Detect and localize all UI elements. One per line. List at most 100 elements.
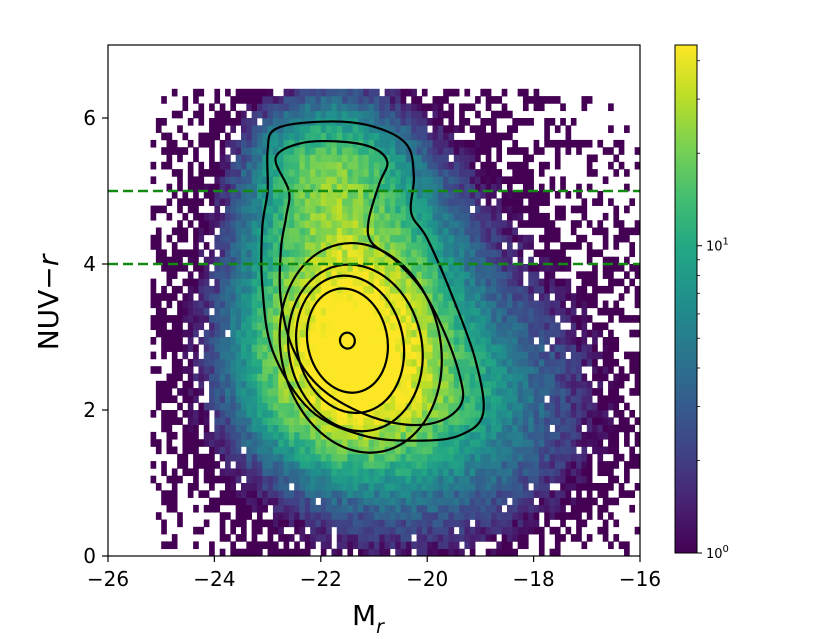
heatmap-cell bbox=[491, 234, 497, 243]
heatmap-cell bbox=[251, 300, 258, 309]
heatmap-cell bbox=[283, 388, 290, 396]
heatmap-cell bbox=[565, 446, 572, 455]
heatmap-cell bbox=[618, 395, 625, 404]
heatmap-cell bbox=[459, 161, 465, 170]
heatmap-cell bbox=[235, 373, 242, 382]
heatmap-cell bbox=[395, 388, 401, 396]
heatmap-cell bbox=[411, 461, 417, 469]
heatmap-cell bbox=[544, 118, 550, 126]
heatmap-cell bbox=[469, 410, 476, 418]
heatmap-cell bbox=[251, 402, 258, 411]
heatmap-cell bbox=[315, 366, 322, 374]
heatmap-cell bbox=[565, 125, 572, 133]
heatmap-cell bbox=[278, 468, 284, 477]
heatmap-cell bbox=[241, 183, 247, 192]
heatmap-cell bbox=[320, 264, 327, 272]
heatmap-cell bbox=[161, 118, 167, 126]
heatmap-cell bbox=[336, 300, 343, 309]
heatmap-cell bbox=[618, 161, 625, 170]
heatmap-cell bbox=[331, 271, 338, 279]
heatmap-cell bbox=[283, 220, 290, 228]
heatmap-cell bbox=[501, 307, 508, 316]
heatmap-cell bbox=[443, 541, 449, 550]
heatmap-cell bbox=[485, 344, 492, 352]
heatmap-cell bbox=[379, 227, 385, 236]
heatmap-cell bbox=[448, 212, 455, 221]
heatmap-cell bbox=[363, 315, 370, 323]
heatmap-cell bbox=[602, 176, 609, 185]
heatmap-cell bbox=[331, 264, 338, 272]
heatmap-cell bbox=[395, 205, 401, 214]
heatmap-cell bbox=[443, 293, 449, 301]
heatmap-cell bbox=[310, 526, 316, 535]
heatmap-cell bbox=[352, 534, 359, 542]
heatmap-cell bbox=[464, 424, 471, 433]
heatmap-cell bbox=[411, 373, 417, 382]
heatmap-cell bbox=[549, 490, 556, 498]
heatmap-cell bbox=[416, 154, 423, 163]
heatmap-cell bbox=[560, 278, 566, 287]
heatmap-cell bbox=[241, 548, 247, 557]
heatmap-cell bbox=[538, 307, 545, 316]
heatmap-cell bbox=[294, 118, 300, 126]
heatmap-cell bbox=[182, 103, 189, 112]
heatmap-cell bbox=[437, 439, 444, 447]
heatmap-cell bbox=[225, 264, 231, 272]
heatmap-cell bbox=[251, 205, 258, 214]
heatmap-cell bbox=[448, 147, 455, 155]
heatmap-cell bbox=[331, 132, 338, 141]
heatmap-cell bbox=[267, 519, 274, 528]
heatmap-cell bbox=[469, 169, 476, 177]
heatmap-cell bbox=[613, 212, 620, 221]
heatmap-cell bbox=[331, 388, 338, 396]
heatmap-cell bbox=[374, 212, 380, 221]
heatmap-cell bbox=[554, 490, 561, 498]
heatmap-cell bbox=[411, 322, 417, 331]
heatmap-cell bbox=[554, 475, 561, 484]
heatmap-cell bbox=[342, 176, 348, 185]
heatmap-cell bbox=[533, 322, 540, 331]
heatmap-cell bbox=[193, 446, 199, 455]
heatmap-cell bbox=[177, 110, 183, 119]
heatmap-cell bbox=[209, 161, 215, 170]
heatmap-cell bbox=[448, 490, 455, 498]
heatmap-cell bbox=[448, 118, 455, 126]
heatmap-cell bbox=[522, 453, 529, 462]
heatmap-cell bbox=[565, 424, 572, 433]
heatmap-cell bbox=[464, 161, 471, 170]
heatmap-cell bbox=[485, 264, 492, 272]
heatmap-cell bbox=[225, 483, 231, 491]
heatmap-cell bbox=[634, 380, 641, 389]
heatmap-cell bbox=[624, 227, 630, 236]
heatmap-cell bbox=[374, 344, 380, 352]
heatmap-cell bbox=[576, 147, 582, 155]
heatmap-cell bbox=[368, 249, 375, 258]
heatmap-cell bbox=[251, 380, 258, 389]
heatmap-cell bbox=[448, 132, 455, 141]
heatmap-cell bbox=[171, 322, 178, 331]
heatmap-cell bbox=[592, 169, 598, 177]
heatmap-cell bbox=[331, 490, 338, 498]
heatmap-cell bbox=[267, 526, 274, 535]
heatmap-cell bbox=[411, 519, 417, 528]
heatmap-cell bbox=[246, 475, 252, 484]
heatmap-cell bbox=[272, 249, 279, 258]
heatmap-cell bbox=[203, 264, 210, 272]
heatmap-cell bbox=[246, 541, 252, 550]
heatmap-cell bbox=[347, 234, 354, 243]
heatmap-cell bbox=[496, 132, 503, 141]
heatmap-cell bbox=[262, 373, 268, 382]
heatmap-cell bbox=[538, 431, 545, 440]
heatmap-cell bbox=[161, 329, 167, 338]
heatmap-cell bbox=[443, 504, 449, 513]
heatmap-cell bbox=[538, 402, 545, 411]
heatmap-cell bbox=[480, 118, 487, 126]
heatmap-cell bbox=[427, 504, 433, 513]
heatmap-cell bbox=[299, 110, 306, 119]
heatmap-cell bbox=[358, 88, 364, 97]
heatmap-cell bbox=[485, 285, 492, 294]
heatmap-cell bbox=[475, 380, 481, 389]
heatmap-cell bbox=[267, 96, 274, 104]
heatmap-cell bbox=[538, 468, 545, 477]
heatmap-cell bbox=[342, 278, 348, 287]
